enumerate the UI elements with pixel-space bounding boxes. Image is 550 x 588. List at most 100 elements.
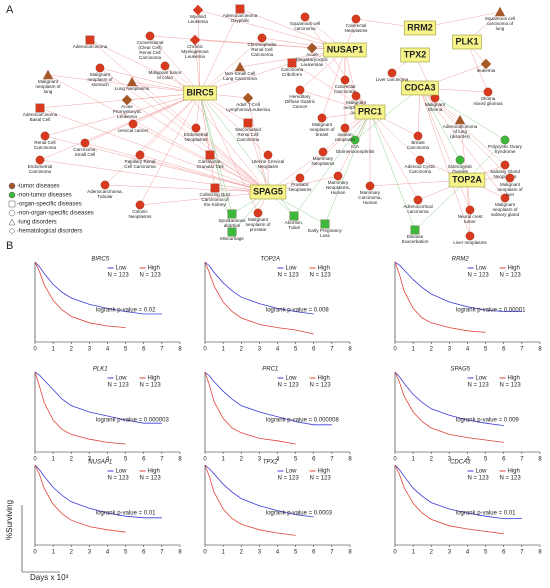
annotation: logrank p-value = 0.008 (266, 308, 330, 314)
x-tick-label: 8 (538, 550, 542, 556)
node-label: Colonic Neoplasms (129, 209, 153, 219)
node-label: Renal Cell Carcinoma (34, 140, 57, 150)
edge (139, 154, 269, 193)
chart-title: NUSAP1 (88, 460, 112, 466)
node-label-line: Endometrial (184, 132, 209, 137)
node-label-line: Syndrome (495, 149, 516, 154)
node (413, 195, 423, 205)
node-label-line: Tubal (288, 225, 299, 230)
node-label: Malignant neoplasm of salivary gland (491, 202, 520, 217)
legend-label: High (318, 469, 330, 475)
x-tick-label: 2 (70, 457, 74, 463)
gene-box (452, 34, 482, 50)
node-label-line: of lung (453, 129, 467, 134)
x-tick-label: 2 (430, 347, 434, 353)
node-label-line: Sarcomatoid (235, 127, 261, 132)
node-label-line: Leukemia (188, 19, 208, 24)
node-label-line: Salivary Gland (490, 169, 520, 174)
x-tick-label: 2 (240, 550, 244, 556)
x-tick-label: 6 (142, 457, 146, 463)
x-tick-label: 1 (221, 457, 225, 463)
edge (247, 122, 269, 193)
node-label: Liver carcinoma (376, 77, 409, 82)
chart-title: TPX2 (263, 460, 279, 466)
node-label-line: Human (363, 200, 378, 205)
node-label-line: Chronic (187, 44, 204, 49)
legend-label: -hematological disorders (17, 229, 82, 235)
node-label-line: Tubular (97, 194, 113, 199)
node-label-line: Malignant (500, 182, 521, 187)
edge (419, 87, 461, 161)
legend-label: High (318, 266, 330, 272)
legend-n: N = 123 (500, 476, 522, 482)
node-label-line: neoplasm of (492, 207, 518, 212)
edge (132, 123, 269, 193)
node-label-line: Sclerocystic (448, 164, 473, 169)
edge (139, 92, 201, 206)
node-label: Malignant Glioma (425, 102, 446, 112)
x-tick-label: 7 (160, 457, 164, 463)
node-label-line: neoplasm of (87, 77, 113, 82)
node (189, 34, 201, 46)
node-label: Acute Promyelocytic Leukemia (113, 104, 142, 119)
edge (39, 107, 269, 193)
edge (324, 111, 371, 225)
node-label-line: Carcinoma (409, 169, 432, 174)
legend-n: N = 123 (140, 273, 162, 279)
node-label: Colorectal Carcinoma (334, 84, 357, 94)
x-tick-label: 1 (411, 457, 415, 463)
node-label-line: Leukemia (117, 114, 137, 119)
node-label-line: Leukemias (301, 62, 324, 67)
x-tick-label: 6 (312, 457, 316, 463)
legend-n: N = 123 (500, 273, 522, 279)
node-label-line: Carcinoma (407, 145, 430, 150)
node-label-line: Polycystic Ovary (488, 144, 523, 149)
x-tick-label: 7 (520, 457, 524, 463)
node-label-line: Liver carcinoma (376, 77, 409, 82)
node (465, 231, 475, 241)
node-label-line: Carcinoma, (198, 159, 222, 164)
node-label-line: neoplasm of (497, 187, 523, 192)
x-tick-label: 6 (142, 347, 146, 353)
edge (195, 127, 269, 193)
annotation: logrank p-value = 0.009 (456, 418, 520, 424)
x-tick-label: 8 (178, 457, 182, 463)
x-tick-label: 0 (393, 457, 397, 463)
node-label-line: Malignant (346, 100, 367, 105)
node-label: Sclerocystic Ovaries (448, 164, 473, 174)
edge (104, 184, 269, 193)
node (35, 155, 45, 165)
node-label-line: Adenocarcinoma (223, 13, 258, 18)
legend-label: Low (116, 376, 128, 382)
node (205, 150, 215, 160)
edge (369, 111, 419, 201)
x-tick-label: 6 (312, 550, 316, 556)
chart-title: RRM2 (452, 257, 470, 263)
x-tick-label: 6 (142, 550, 146, 556)
node-label-line: Adenocarcinoma, (87, 189, 123, 194)
legend-label: Low (116, 266, 128, 272)
x-tick-label: 8 (178, 550, 182, 556)
legend-n: N = 123 (500, 383, 522, 389)
node-label-line: IGA (351, 144, 360, 149)
node-label-line: Oxyphilic (231, 18, 250, 23)
x-tick-label: 6 (502, 347, 506, 353)
node (500, 193, 510, 203)
node-label-line: carcinoma of (487, 21, 514, 26)
x-tick-label: 5 (484, 457, 488, 463)
node (135, 200, 145, 210)
x-tick-label: 7 (330, 347, 334, 353)
gene-box (354, 104, 386, 120)
edge (354, 87, 421, 141)
node (234, 61, 246, 72)
node (387, 68, 397, 78)
node (242, 92, 254, 104)
x-tick-label: 1 (51, 457, 55, 463)
x-tick-label: 2 (430, 550, 434, 556)
node-label-line: Myelogenous (181, 49, 209, 54)
node-label: Adult T-Cell Lymphoma/Leukemia (226, 102, 270, 112)
edge (104, 92, 201, 186)
edge (149, 35, 201, 94)
node-label-line: Leukemia (185, 54, 205, 59)
node-label: Spontaneous abortion (218, 218, 246, 228)
